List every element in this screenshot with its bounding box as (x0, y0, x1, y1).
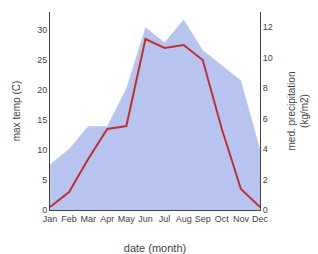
svg-text:Apr: Apr (100, 214, 114, 224)
svg-text:Oct: Oct (215, 214, 230, 224)
svg-text:Mar: Mar (80, 214, 96, 224)
svg-text:25: 25 (37, 55, 47, 65)
svg-text:Feb: Feb (61, 214, 77, 224)
svg-text:Nov: Nov (233, 214, 250, 224)
svg-text:med. precipitation(kg/m2): med. precipitation(kg/m2) (286, 72, 310, 151)
svg-text:Dec: Dec (252, 214, 269, 224)
svg-text:date (month): date (month) (124, 242, 186, 254)
svg-text:Jul: Jul (159, 214, 171, 224)
svg-text:0: 0 (263, 205, 268, 215)
svg-text:30: 30 (37, 25, 47, 35)
svg-text:2: 2 (263, 175, 268, 185)
svg-text:May: May (118, 214, 136, 224)
svg-text:12: 12 (263, 22, 273, 32)
svg-text:6: 6 (263, 114, 268, 124)
svg-text:Sep: Sep (195, 214, 211, 224)
svg-text:Aug: Aug (176, 214, 192, 224)
svg-text:20: 20 (37, 85, 47, 95)
svg-text:5: 5 (42, 175, 47, 185)
svg-text:10: 10 (37, 145, 47, 155)
svg-text:Jan: Jan (43, 214, 58, 224)
svg-text:8: 8 (263, 83, 268, 93)
svg-text:10: 10 (263, 53, 273, 63)
svg-text:0: 0 (42, 205, 47, 215)
svg-text:Jun: Jun (138, 214, 153, 224)
svg-text:4: 4 (263, 144, 268, 154)
svg-text:max temp (C): max temp (C) (11, 81, 22, 142)
svg-text:15: 15 (37, 115, 47, 125)
